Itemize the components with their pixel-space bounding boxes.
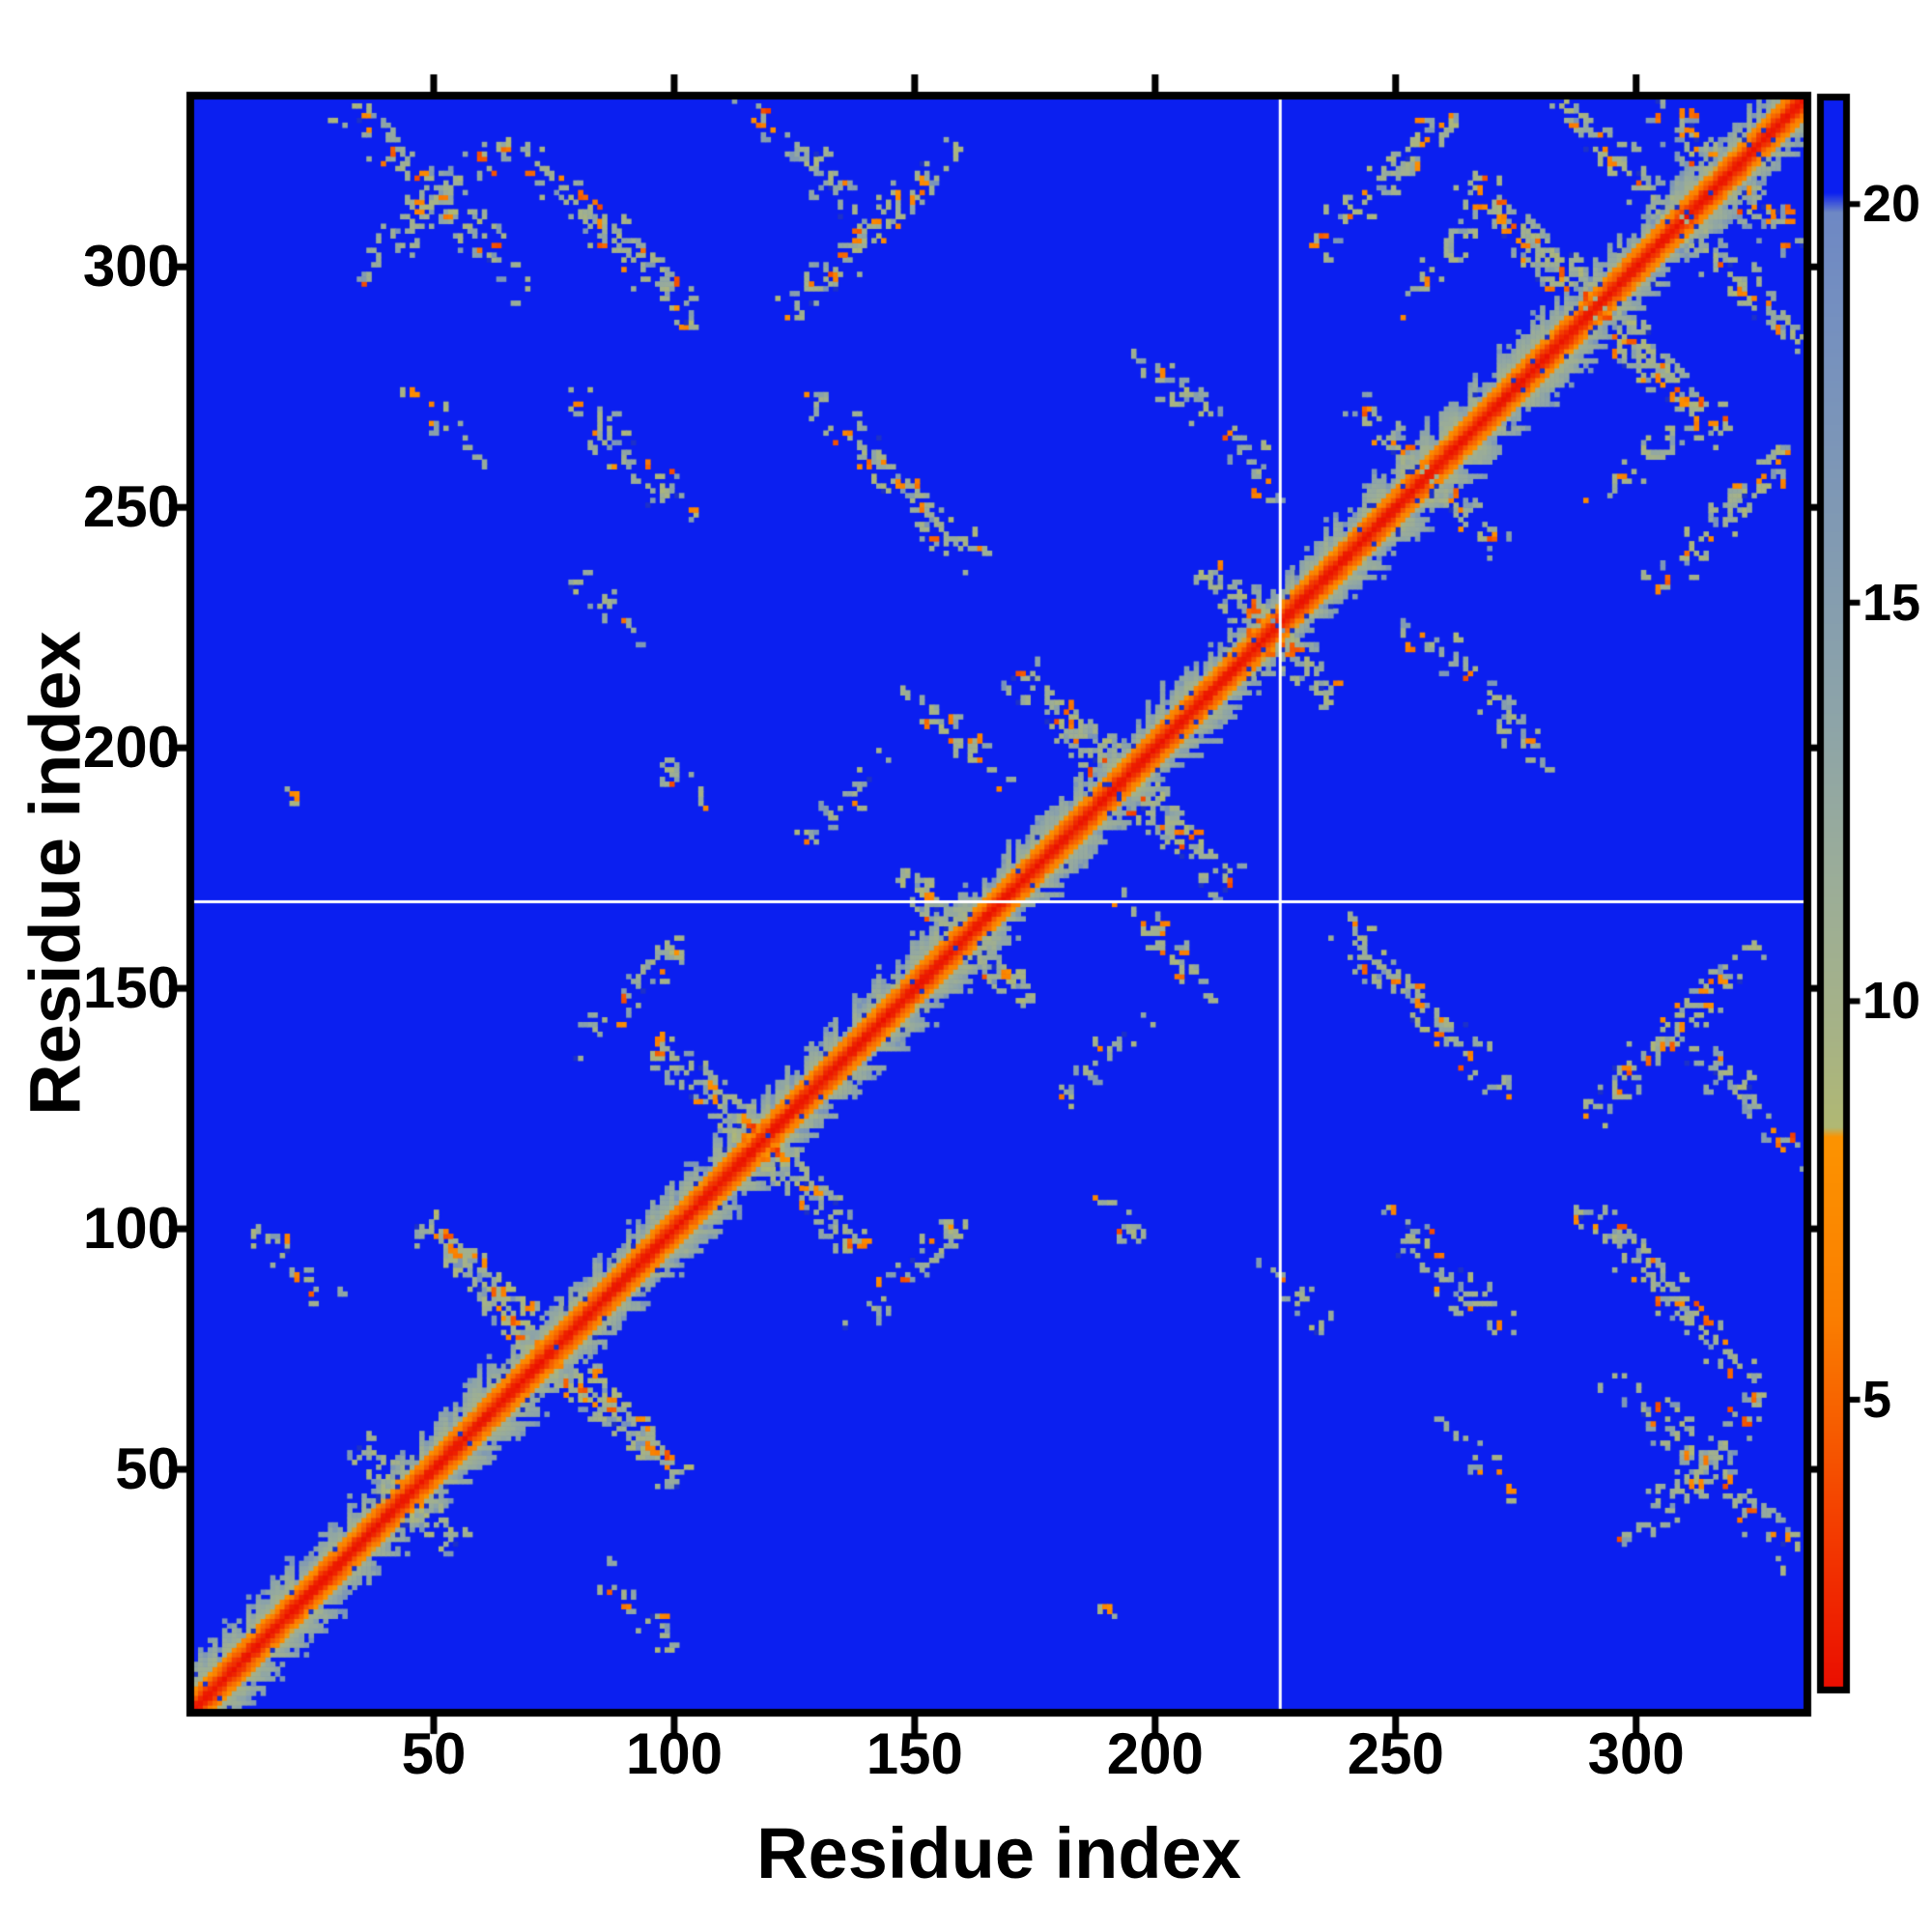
x-axis-title: Residue index: [756, 1813, 1241, 1893]
colorbar-tick-label: 15: [1862, 573, 1921, 632]
x-tick-label: 200: [1106, 1721, 1204, 1786]
colorbar-tick-label: 10: [1862, 972, 1921, 1031]
y-axis-title: Residue index: [14, 631, 96, 1116]
y-tick-label: 250: [82, 474, 180, 540]
colorbar-tick-label: 5: [1862, 1370, 1892, 1429]
y-tick-label: 150: [82, 955, 180, 1021]
x-tick-label: 300: [1587, 1721, 1685, 1786]
x-tick-label: 100: [625, 1721, 723, 1786]
x-tick-label: 50: [401, 1721, 467, 1786]
x-tick-label: 150: [866, 1721, 963, 1786]
x-tick-label: 250: [1347, 1721, 1444, 1786]
colorbar-tick-label: 20: [1862, 175, 1921, 234]
y-tick-label: 300: [82, 234, 180, 299]
y-tick-label: 50: [115, 1436, 180, 1502]
y-tick-label: 100: [82, 1196, 180, 1262]
y-tick-label: 200: [82, 715, 180, 781]
